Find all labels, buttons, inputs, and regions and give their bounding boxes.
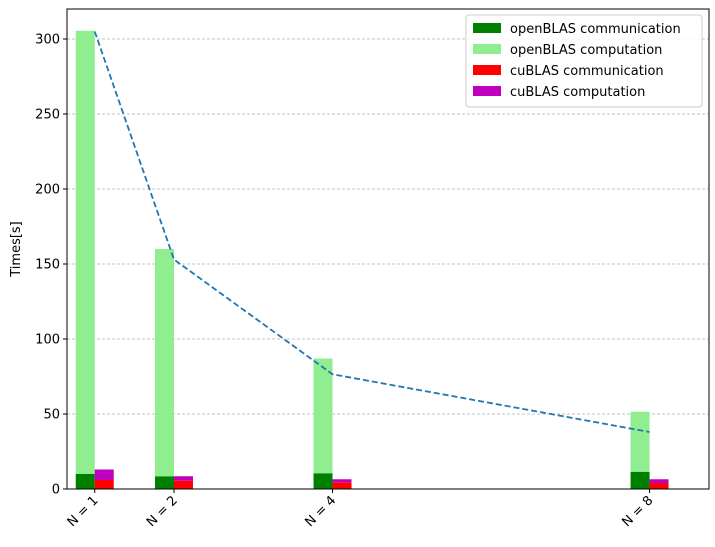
plot-area-frame [66,8,710,490]
y-axis: 0 50 100 150 200 250 300 [35,33,67,498]
y-tick-label: 150 [35,258,60,273]
trend-line-group [93,31,650,433]
y-tick-label: 300 [35,33,60,48]
x-axis: N = 1 N = 2 N = 4 N = 8 [65,489,657,530]
x-tick-label: N = 2 [144,493,181,530]
bar-cublas-computation [174,476,193,481]
x-tick-label: N = 8 [620,493,657,530]
legend-label: openBLAS communication [510,22,681,37]
y-tick-label: 250 [35,108,60,123]
bar-cublas-computation [332,479,352,483]
y-tick-label: 50 [43,408,60,423]
bar-cublas-communication [649,483,669,489]
x-tick-label: N = 1 [65,493,102,530]
y-tick-label: 0 [52,483,60,498]
bars [75,30,669,489]
legend-label: openBLAS computation [510,43,662,58]
legend-swatch [473,65,501,75]
y-tick-label: 200 [35,183,60,198]
y-axis-label: Times[s] [9,221,24,278]
bar-openblas-communication [313,473,333,489]
bar-cublas-communication [94,480,114,489]
trend-line [93,31,650,433]
bar-cublas-communication [332,482,352,489]
bar-openblas-computation [313,358,333,474]
legend: openBLAS communication openBLAS computati… [465,14,703,108]
y-tick-label: 100 [35,333,60,348]
bar-cublas-computation [94,469,114,480]
legend-label: cuBLAS computation [510,85,645,100]
bar-cublas-computation [649,479,669,483]
bar-openblas-computation [630,411,650,472]
legend-swatch [473,44,501,54]
bar-cublas-communication [174,480,193,489]
bar-openblas-communication [630,471,650,489]
x-tick-label: N = 4 [302,493,339,530]
legend-box [465,14,703,108]
bar-openblas-communication [75,474,95,489]
bar-openblas-communication [155,476,174,489]
bar-openblas-computation [75,30,95,474]
legend-label: cuBLAS communication [510,64,664,79]
legend-swatch [473,23,501,33]
bar-openblas-computation [155,249,174,477]
legend-swatch [473,86,501,96]
